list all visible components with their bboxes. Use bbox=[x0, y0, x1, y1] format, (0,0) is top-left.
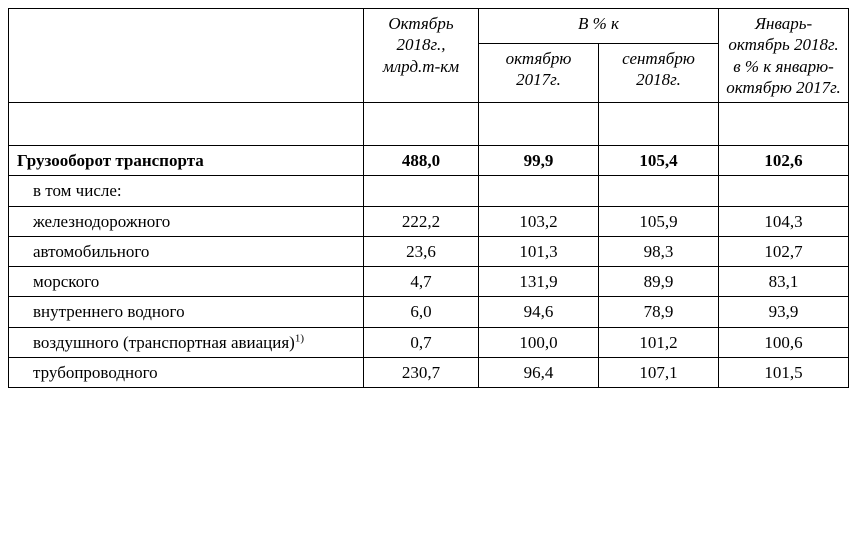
cell-v1: 23,6 bbox=[364, 236, 479, 266]
header-spacer-row bbox=[9, 103, 849, 146]
table-row: внутреннего водного6,094,678,993,9 bbox=[9, 297, 849, 327]
header-blank bbox=[9, 9, 364, 103]
cell-v1: 6,0 bbox=[364, 297, 479, 327]
cell-v2: 94,6 bbox=[479, 297, 599, 327]
table-row: в том числе: bbox=[9, 176, 849, 206]
row-label: в том числе: bbox=[9, 176, 364, 206]
table-body: Грузооборот транспорта488,099,9105,4102,… bbox=[9, 146, 849, 388]
row-label: железнодорожного bbox=[9, 206, 364, 236]
header-col1: Октябрь 2018г., млрд.т-км bbox=[364, 9, 479, 103]
cell-v4: 102,6 bbox=[719, 146, 849, 176]
table-row: морского4,7131,989,983,1 bbox=[9, 267, 849, 297]
cell-v4 bbox=[719, 176, 849, 206]
cell-v3 bbox=[599, 176, 719, 206]
header-group: В % к bbox=[479, 9, 719, 44]
cell-v3: 89,9 bbox=[599, 267, 719, 297]
cell-v2: 131,9 bbox=[479, 267, 599, 297]
cell-v3: 98,3 bbox=[599, 236, 719, 266]
cell-v2: 99,9 bbox=[479, 146, 599, 176]
cell-v1: 222,2 bbox=[364, 206, 479, 236]
cell-v1: 0,7 bbox=[364, 327, 479, 357]
cell-v2: 103,2 bbox=[479, 206, 599, 236]
cell-v4: 93,9 bbox=[719, 297, 849, 327]
row-label: автомобильного bbox=[9, 236, 364, 266]
table-row: железнодорожного222,2103,2105,9104,3 bbox=[9, 206, 849, 236]
table-row: автомобильного23,6101,398,3102,7 bbox=[9, 236, 849, 266]
cell-v4: 102,7 bbox=[719, 236, 849, 266]
row-label: внутреннего водного bbox=[9, 297, 364, 327]
header-col4: Январь-октябрь 2018г. в % к январю-октяб… bbox=[719, 9, 849, 103]
cell-v4: 104,3 bbox=[719, 206, 849, 236]
cell-v1 bbox=[364, 176, 479, 206]
cell-v2: 101,3 bbox=[479, 236, 599, 266]
table-row: трубопроводного230,796,4107,1101,5 bbox=[9, 357, 849, 387]
table-row: воздушного (транспортная авиация)1)0,710… bbox=[9, 327, 849, 357]
cell-v2: 96,4 bbox=[479, 357, 599, 387]
cell-v1: 4,7 bbox=[364, 267, 479, 297]
cell-v3: 101,2 bbox=[599, 327, 719, 357]
cell-v2 bbox=[479, 176, 599, 206]
table-row: Грузооборот транспорта488,099,9105,4102,… bbox=[9, 146, 849, 176]
table-header: Октябрь 2018г., млрд.т-км В % к Январь-о… bbox=[9, 9, 849, 146]
footnote-marker: 1) bbox=[295, 332, 304, 344]
freight-turnover-table: Октябрь 2018г., млрд.т-км В % к Январь-о… bbox=[8, 8, 849, 388]
row-label: трубопроводного bbox=[9, 357, 364, 387]
cell-v1: 230,7 bbox=[364, 357, 479, 387]
cell-v4: 83,1 bbox=[719, 267, 849, 297]
row-label: морского bbox=[9, 267, 364, 297]
cell-v4: 101,5 bbox=[719, 357, 849, 387]
cell-v1: 488,0 bbox=[364, 146, 479, 176]
row-label: Грузооборот транспорта bbox=[9, 146, 364, 176]
cell-v3: 107,1 bbox=[599, 357, 719, 387]
cell-v4: 100,6 bbox=[719, 327, 849, 357]
cell-v2: 100,0 bbox=[479, 327, 599, 357]
header-col3: сентябрю 2018г. bbox=[599, 43, 719, 102]
cell-v3: 105,9 bbox=[599, 206, 719, 236]
cell-v3: 105,4 bbox=[599, 146, 719, 176]
header-col2: октябрю 2017г. bbox=[479, 43, 599, 102]
cell-v3: 78,9 bbox=[599, 297, 719, 327]
row-label: воздушного (транспортная авиация)1) bbox=[9, 327, 364, 357]
